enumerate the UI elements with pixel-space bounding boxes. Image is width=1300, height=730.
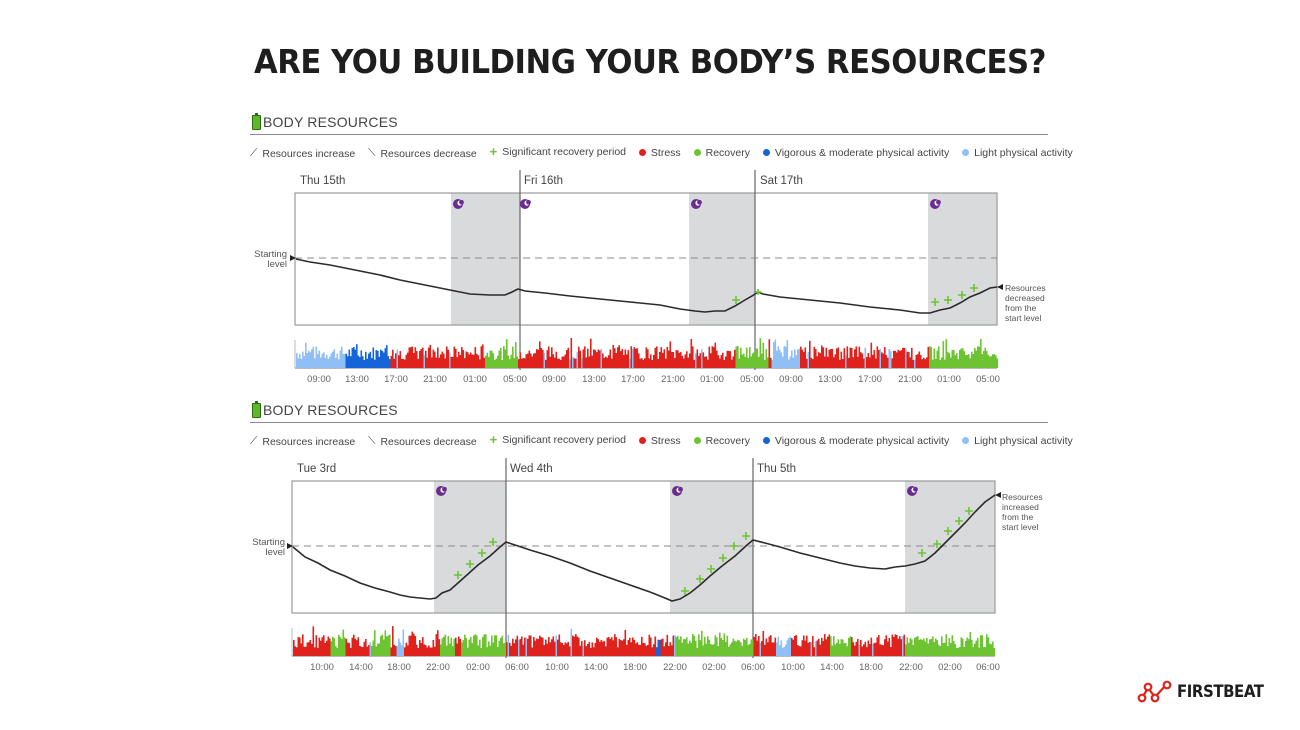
plus-icon: + [489,144,498,159]
day-label: Fri 16th [524,175,563,187]
firstbeat-logo-icon [1137,680,1172,703]
night-shade [689,193,755,325]
legend: ⟋ Resources increase ⟍ Resources decrease … [250,432,1083,448]
brand-name: FIRSTBEAT [1177,682,1264,702]
legend-item-resources-decrease: ⟍ Resources decrease [368,147,477,160]
legend-item-resources-increase: ⟋ Resources increase [250,435,356,448]
legend-item-light: Light physical activity [962,147,1073,159]
resources-increase-icon: ⟋ [250,435,258,447]
vigorous-dot-icon [762,149,770,156]
vigorous-dot-icon [762,437,770,444]
recovery-dot-icon [693,149,701,156]
light-dot-icon [962,149,970,156]
sleep-moon-icon [453,199,464,209]
firstbeat-logo: FIRSTBEAT [1137,680,1275,704]
stress-dot-icon [638,149,646,156]
resources-decrease-icon: ⟍ [368,147,376,159]
legend-item-recovery: Recovery [693,435,750,447]
legend-item-recovery-period: + Significant recovery period [489,432,626,447]
day-label: Thu 5th [757,463,796,475]
recovery-markers [732,284,978,306]
sleep-moon-icon [520,199,531,209]
legend-item-vigorous: Vigorous & moderate physical activity [762,435,949,447]
end-annotation: Resources decreased from the start level [1005,283,1046,323]
day-label: Tue 3rd [297,463,337,475]
day-label: Wed 4th [510,463,553,475]
legend-item-vigorous: Vigorous & moderate physical activity [762,147,949,159]
panel-header: BODY RESOURCES [250,113,1048,135]
panel-title: BODY RESOURCES [263,402,398,418]
resources-increase-icon: ⟋ [250,147,258,159]
panel-title: BODY RESOURCES [263,114,398,130]
night-shade [451,193,520,325]
starting-level-label: Starting level [252,537,285,558]
legend-item-stress: Stress [638,147,681,159]
recovery-dot-icon [693,437,701,444]
legend-item-resources-decrease: ⟍ Resources decrease [368,435,477,448]
sleep-moon-icon [691,199,702,209]
day-label: Sat 17th [760,175,803,187]
page-title: ARE YOU BUILDING YOUR BODY’S RESOURCES? [253,42,1047,81]
panel-header: BODY RESOURCES [250,401,1048,423]
legend: ⟋ Resources increase ⟍ Resources decrease … [250,144,1083,160]
light-dot-icon [962,437,970,444]
resources-chart-1 [290,170,1003,370]
legend-item-recovery-period: + Significant recovery period [489,144,626,159]
day-label: Thu 15th [300,175,346,187]
plus-icon: + [489,432,498,447]
resources-decrease-icon: ⟍ [368,435,376,447]
starting-level-label: Starting level [254,249,287,270]
battery-icon [252,113,261,130]
stress-dot-icon [638,437,646,444]
legend-item-recovery: Recovery [693,147,750,159]
sleep-moon-icon [930,199,941,209]
legend-item-resources-increase: ⟋ Resources increase [250,147,356,160]
activity-bars [296,338,999,368]
legend-item-stress: Stress [638,435,681,447]
night-shade [928,193,997,325]
battery-icon [252,401,261,418]
end-annotation: Resources increased from the start level [1002,492,1043,532]
activity-bars [293,626,996,656]
legend-item-light: Light physical activity [962,435,1073,447]
